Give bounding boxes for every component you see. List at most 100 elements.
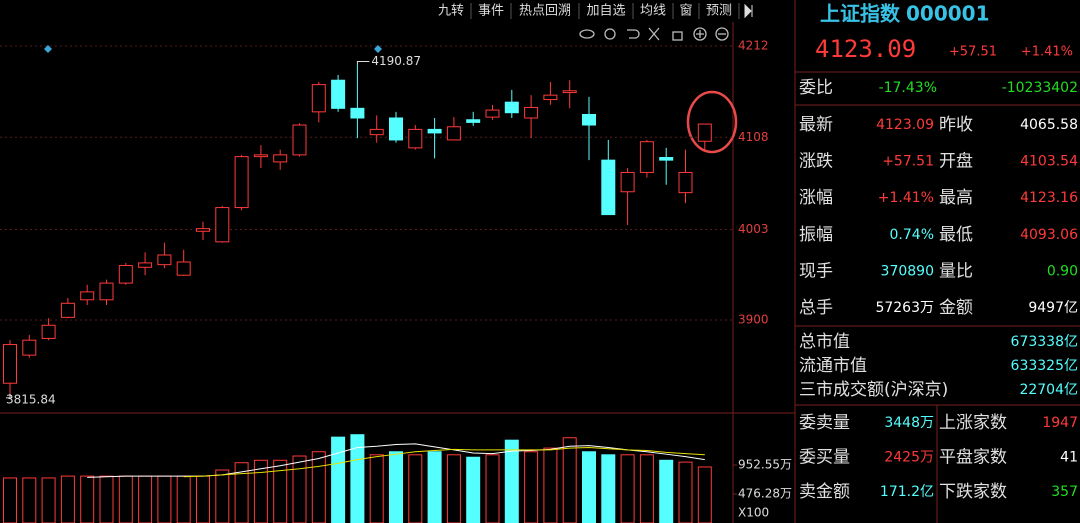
toolbar-button[interactable]: 预测 — [706, 4, 732, 19]
settings-icon[interactable] — [604, 28, 616, 40]
candle-body — [408, 128, 423, 149]
toolbar-button[interactable]: 热点回溯 — [519, 3, 571, 19]
field-label: 昨收 — [939, 115, 973, 135]
candle-body — [466, 119, 481, 123]
eye-icon[interactable] — [579, 29, 595, 39]
field-value: 22704亿 — [1019, 382, 1078, 398]
highlight-circle — [686, 90, 738, 154]
candle-body — [543, 94, 558, 101]
field-label: 平盘家数 — [939, 448, 1007, 468]
candle-body — [234, 156, 249, 209]
toolbar-button[interactable]: 均线 — [640, 4, 666, 19]
field-value: 4065.58 — [1020, 117, 1078, 133]
volume-ma-line — [183, 446, 705, 478]
toolbar-expand[interactable] — [744, 3, 753, 19]
candle-body — [601, 159, 616, 216]
zoom-in-icon[interactable] — [693, 27, 707, 41]
toolbar-button[interactable]: 加自选 — [586, 4, 625, 19]
volume-bar — [504, 439, 519, 523]
toolbar-button[interactable]: 九转 — [438, 4, 464, 19]
field-label: 三市成交额(沪深京) — [799, 380, 948, 400]
candle-body — [562, 90, 577, 94]
volume-bar — [466, 456, 481, 523]
field-value: 673338亿 — [1011, 334, 1078, 350]
undo-icon[interactable] — [627, 29, 640, 39]
volume-bar — [41, 477, 56, 523]
volume-bar — [659, 459, 674, 523]
field-value: 4123.09 — [876, 117, 934, 133]
field-value: 370890 — [881, 263, 934, 279]
cut-icon[interactable] — [648, 27, 660, 41]
volume-bar — [582, 451, 596, 523]
zoom-out-icon[interactable] — [715, 27, 729, 41]
field-label: 下跌家数 — [939, 482, 1007, 502]
tool-icons — [579, 27, 729, 41]
field-value: +57.51 — [882, 154, 934, 170]
volume-bar — [292, 455, 307, 523]
candle-body — [215, 207, 230, 243]
index-change-pct: +1.41% — [1021, 45, 1073, 60]
field-label: 振幅 — [799, 225, 833, 245]
field-value: 2425万 — [884, 450, 934, 466]
volume-bar — [408, 454, 423, 523]
index-change: +57.51 — [949, 45, 997, 60]
candle-body — [582, 113, 596, 126]
field-label: 上涨家数 — [939, 413, 1007, 433]
lock-icon[interactable] — [672, 31, 683, 41]
volume-bar — [427, 451, 442, 523]
candle-body — [427, 128, 442, 134]
index-price: 4123.09 — [815, 35, 916, 63]
candle-body — [138, 262, 153, 268]
field-label: 总市值 — [799, 332, 850, 352]
field-label: 委买量 — [799, 448, 850, 468]
volume-bar — [99, 475, 114, 523]
volume-bar — [620, 454, 635, 523]
field-label: 流通市值 — [799, 356, 867, 376]
volume-bar — [678, 461, 693, 523]
candle-body — [524, 106, 539, 119]
volume-bar — [80, 475, 95, 523]
volume-bar — [331, 436, 346, 523]
volume-bar — [446, 454, 461, 523]
field-value: +1.41% — [878, 190, 934, 206]
candle-body — [389, 117, 403, 141]
candle-body — [3, 344, 17, 384]
volume-bar — [485, 454, 500, 523]
toolbar-button[interactable]: 事件 — [478, 4, 504, 19]
candle-body — [22, 339, 37, 356]
unit-label: X100 — [738, 506, 769, 520]
field-label: 涨跌 — [799, 152, 833, 172]
field-label: 涨幅 — [799, 188, 833, 208]
candle-body — [697, 123, 712, 142]
field-value: -17.43% — [879, 80, 937, 96]
volume-bar — [22, 477, 37, 523]
candle-body — [176, 261, 191, 276]
candle-body — [253, 154, 268, 158]
candle-body — [659, 157, 674, 161]
field-label: 最新 — [799, 115, 833, 135]
y-tick-label: 3900 — [738, 312, 769, 326]
volume-bar — [60, 475, 75, 523]
candle-body — [620, 171, 635, 193]
volume-bar — [369, 454, 384, 523]
field-value: -10233402 — [1002, 80, 1078, 96]
field-value: 4103.54 — [1020, 154, 1078, 170]
field-label: 委比 — [799, 78, 833, 98]
field-value: 171.2亿 — [880, 484, 934, 500]
y-tick-label: 4003 — [738, 222, 769, 236]
volume-bar — [273, 459, 288, 523]
volume-bar — [176, 475, 191, 523]
volume-bar — [562, 437, 577, 523]
volume-bar — [138, 475, 153, 523]
y-tick-label: 4212 — [738, 38, 769, 52]
candle-body — [273, 154, 288, 163]
low-label: 3815.84 — [6, 392, 56, 406]
field-label: 现手 — [799, 261, 833, 281]
field-value: 4093.06 — [1020, 227, 1078, 243]
toolbar-button[interactable]: 窗 — [679, 3, 692, 19]
low-pointer — [6, 393, 11, 399]
volume-bar — [196, 475, 210, 523]
volume-bar — [524, 451, 539, 523]
